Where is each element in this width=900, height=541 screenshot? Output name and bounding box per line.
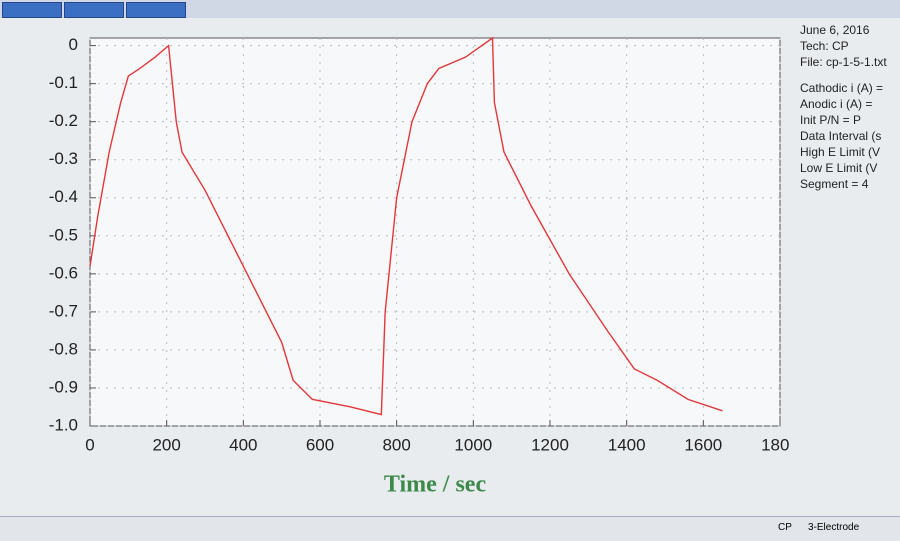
- tab[interactable]: [2, 2, 62, 18]
- x-tick-label: 1200: [531, 435, 569, 454]
- y-tick-label: -0.4: [49, 187, 78, 206]
- info-line: Data Interval (s: [800, 129, 882, 143]
- x-tick-label: 600: [306, 435, 334, 454]
- status-text: CP: [778, 522, 792, 533]
- x-tick-label: 1000: [454, 435, 492, 454]
- info-line: Segment = 4: [800, 177, 869, 191]
- x-axis-label: Time / sec: [384, 472, 487, 498]
- data-line: [89, 36, 723, 416]
- status-text: 3-Electrode: [808, 522, 860, 533]
- x-tick-label: 1400: [608, 435, 646, 454]
- y-tick-label: -1.0: [49, 415, 78, 434]
- y-tick-label: -0.8: [49, 339, 78, 358]
- tab[interactable]: [64, 2, 124, 18]
- info-line: High E Limit (V: [800, 145, 881, 159]
- x-tick-label: 200: [152, 435, 180, 454]
- x-tick-label: 0: [85, 435, 94, 454]
- x-tick-label: 1600: [684, 435, 722, 454]
- status-bar: CP 3-Electrode: [0, 516, 900, 541]
- y-tick-label: -0.1: [49, 73, 78, 92]
- info-line: Tech: CP: [800, 39, 849, 53]
- chart: Time / sec 0 -0.1 -0.2 -0.3 -0.4 -0.5 -0.6 -0.7…: [49, 35, 790, 498]
- info-line: Init P/N = P: [800, 113, 862, 127]
- x-tick-label: 1800: [761, 435, 790, 454]
- y-tick-label: 0: [69, 35, 78, 54]
- y-tick-label: -0.5: [49, 225, 78, 244]
- y-tick-label: -0.9: [49, 377, 78, 396]
- info-line: File: cp-1-5-1.txt: [800, 55, 887, 69]
- info-panel: June 6, 2016 Tech: CP File: cp-1-5-1.txt Ca…: [800, 22, 900, 192]
- tab-bar: [0, 0, 900, 18]
- info-line: June 6, 2016: [800, 23, 870, 37]
- plot-area: [89, 37, 781, 427]
- y-tick-label: -0.7: [49, 301, 78, 320]
- info-line: Cathodic i (A) =: [800, 81, 884, 95]
- tab[interactable]: [126, 2, 186, 18]
- y-tick-label: -0.3: [49, 149, 78, 168]
- y-tick-label: -0.6: [49, 263, 78, 282]
- x-tick-label: 400: [229, 435, 257, 454]
- x-tick-label: 800: [382, 435, 410, 454]
- info-line: Low E Limit (V: [800, 161, 878, 175]
- y-tick-label: -0.2: [49, 111, 78, 130]
- info-line: Anodic i (A) =: [800, 97, 873, 111]
